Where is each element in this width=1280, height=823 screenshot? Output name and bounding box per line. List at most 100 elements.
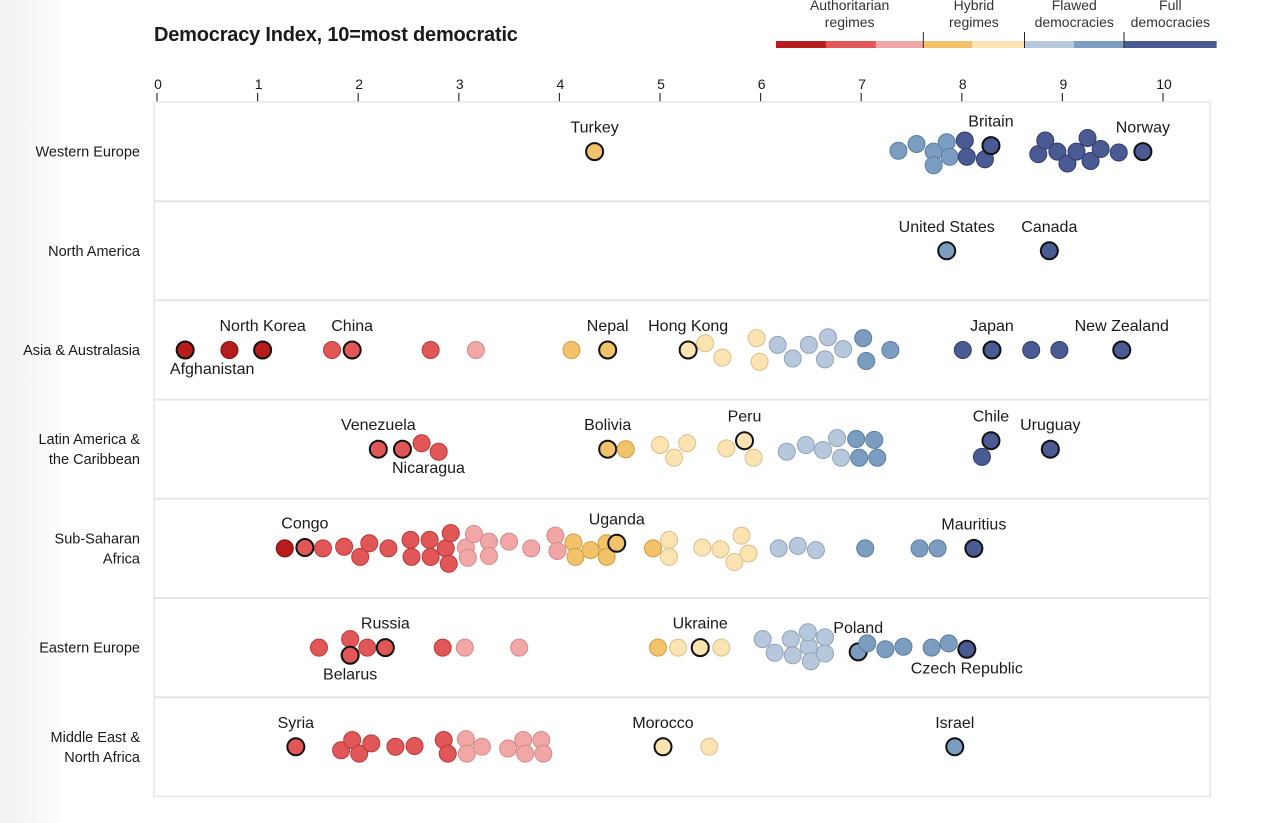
country-point bbox=[796, 435, 815, 454]
country-point bbox=[1091, 140, 1110, 159]
region-label: North America bbox=[48, 244, 141, 260]
highlighted-country-point bbox=[957, 639, 977, 659]
country-point bbox=[753, 630, 772, 649]
country-point bbox=[889, 141, 908, 160]
legend-color-swatch bbox=[875, 41, 924, 48]
legend-label: Full democracies bbox=[1131, 0, 1210, 30]
country-point bbox=[1050, 341, 1069, 359]
country-point bbox=[972, 447, 991, 466]
country-point bbox=[828, 429, 847, 448]
country-point bbox=[678, 434, 697, 453]
x-tick-label: 10 bbox=[1156, 76, 1172, 92]
x-tick-label: 3 bbox=[456, 76, 464, 92]
legend-color-swatch bbox=[972, 41, 1025, 48]
country-point bbox=[858, 634, 877, 653]
country-point bbox=[597, 547, 616, 566]
country-label: Czech Republic bbox=[911, 660, 1023, 677]
country-point bbox=[854, 329, 873, 348]
country-point bbox=[834, 340, 853, 359]
country-point bbox=[713, 348, 732, 367]
region-label-line: Sub-Saharan bbox=[55, 531, 140, 547]
country-point bbox=[865, 430, 884, 449]
country-point bbox=[562, 341, 581, 359]
country-point bbox=[581, 541, 600, 560]
legend-label-line: Authoritarian bbox=[810, 0, 889, 13]
country-point bbox=[421, 547, 440, 566]
country-label: Venezuela bbox=[341, 417, 416, 434]
country-point bbox=[1022, 341, 1041, 359]
country-point bbox=[928, 539, 947, 558]
country-point bbox=[438, 744, 457, 763]
country-point bbox=[815, 644, 834, 663]
region-label-line: Western Europe bbox=[35, 145, 140, 161]
x-tick-label: 0 bbox=[154, 76, 162, 92]
country-point bbox=[332, 741, 351, 760]
country-point bbox=[362, 734, 381, 753]
chart-title: Democracy Index, 10=most democratic bbox=[154, 24, 518, 46]
highlighted-country-point bbox=[1112, 340, 1132, 360]
country-point bbox=[309, 638, 328, 657]
country-point bbox=[801, 652, 820, 671]
country-point bbox=[922, 638, 941, 657]
country-point bbox=[386, 737, 405, 756]
country-point bbox=[1048, 142, 1067, 161]
legend-color-swatch bbox=[776, 41, 826, 48]
country-point bbox=[953, 341, 972, 359]
country-label: Russia bbox=[361, 616, 410, 633]
highlighted-country-point bbox=[982, 340, 1002, 360]
region-label: Eastern Europe bbox=[39, 641, 140, 657]
country-point bbox=[436, 539, 455, 558]
country-point bbox=[788, 536, 807, 555]
country-label: Mauritius bbox=[941, 516, 1006, 533]
country-point bbox=[358, 638, 377, 657]
country-point bbox=[819, 328, 838, 347]
country-point bbox=[323, 341, 342, 359]
country-label: Israel bbox=[935, 715, 974, 732]
legend-color-swatch bbox=[923, 41, 973, 48]
country-point bbox=[1058, 154, 1077, 173]
country-point bbox=[379, 539, 398, 558]
country-point bbox=[464, 524, 483, 543]
country-point bbox=[566, 547, 585, 566]
country-label: New Zealand bbox=[1075, 318, 1169, 335]
country-point bbox=[499, 739, 518, 758]
highlighted-country-point bbox=[937, 241, 957, 261]
country-point bbox=[402, 547, 421, 566]
region-label: Asia & Australasia bbox=[23, 343, 141, 359]
x-tick-label: 7 bbox=[858, 76, 866, 92]
country-point bbox=[412, 434, 431, 453]
legend-label: Authoritarian regimes bbox=[810, 0, 889, 30]
country-label: United States bbox=[899, 219, 995, 236]
country-point bbox=[441, 524, 460, 543]
country-point bbox=[806, 541, 825, 560]
region-label-line: Eastern Europe bbox=[39, 641, 140, 657]
country-point bbox=[648, 638, 667, 657]
country-point bbox=[548, 541, 567, 560]
country-point bbox=[1036, 131, 1055, 150]
country-point bbox=[643, 539, 662, 558]
country-point bbox=[510, 638, 529, 657]
highlighted-country-point bbox=[253, 340, 273, 360]
country-label: Afghanistan bbox=[170, 361, 255, 378]
country-point bbox=[1109, 143, 1128, 162]
legend-label: Flawed democracies bbox=[1035, 0, 1114, 30]
x-tick-label: 9 bbox=[1060, 76, 1068, 92]
region-label-line: Middle East & bbox=[51, 730, 141, 746]
country-label: Canada bbox=[1021, 219, 1077, 236]
country-label: Belarus bbox=[323, 666, 377, 683]
x-tick-label: 1 bbox=[255, 76, 263, 92]
country-point bbox=[516, 744, 535, 763]
x-tick-label: 6 bbox=[758, 76, 766, 92]
country-label: North Korea bbox=[219, 318, 305, 335]
highlighted-country-point bbox=[981, 431, 1001, 451]
legend-label-line: regimes bbox=[825, 14, 875, 30]
country-label: Uganda bbox=[589, 511, 645, 528]
country-label: Uruguay bbox=[1020, 417, 1080, 434]
legend-label-line: Hybrid bbox=[954, 0, 994, 13]
legend-color-swatch bbox=[1024, 41, 1075, 48]
country-point bbox=[732, 526, 751, 545]
x-tick-label: 5 bbox=[657, 76, 665, 92]
country-point bbox=[335, 537, 354, 556]
country-point bbox=[955, 131, 974, 150]
country-point bbox=[651, 435, 669, 454]
